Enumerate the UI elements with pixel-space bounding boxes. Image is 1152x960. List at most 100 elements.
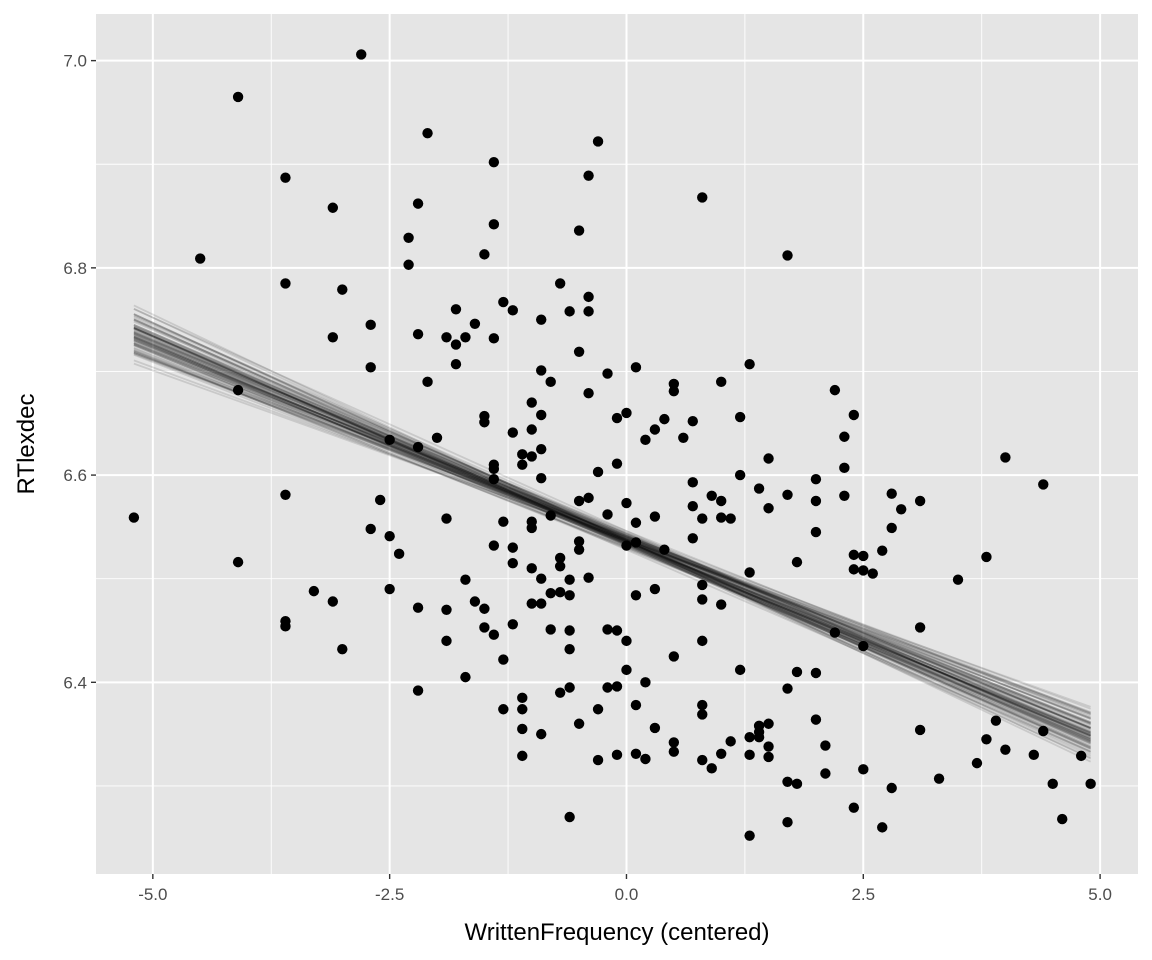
data-point xyxy=(602,682,613,693)
data-point xyxy=(858,640,869,652)
regression-line xyxy=(133,335,1091,730)
data-point xyxy=(886,522,897,534)
data-point xyxy=(564,811,575,823)
regression-line xyxy=(133,319,1092,755)
data-point xyxy=(573,346,585,357)
regression-line xyxy=(133,304,1092,763)
regression-line xyxy=(133,333,1091,729)
regression-line xyxy=(133,335,1091,736)
data-point xyxy=(621,664,632,676)
data-point xyxy=(725,736,736,747)
regression-line xyxy=(133,339,1091,724)
data-point xyxy=(782,776,793,787)
data-point xyxy=(479,410,490,422)
data-point xyxy=(498,296,509,308)
data-point xyxy=(914,622,926,633)
data-point xyxy=(573,225,585,236)
data-point xyxy=(280,278,291,289)
regression-line xyxy=(133,325,1092,753)
data-point xyxy=(356,49,367,60)
data-point xyxy=(1085,778,1096,790)
regression-line xyxy=(133,323,1092,749)
data-point xyxy=(763,718,774,729)
regression-line xyxy=(133,331,1091,740)
data-point xyxy=(716,748,727,760)
data-point xyxy=(602,368,613,379)
data-point xyxy=(422,127,433,139)
regression-line xyxy=(133,340,1091,732)
regression-line xyxy=(133,337,1091,744)
regression-line xyxy=(133,327,1091,742)
regression-line xyxy=(133,331,1091,734)
data-point xyxy=(678,432,689,443)
data-point xyxy=(1057,813,1068,825)
regression-line xyxy=(133,313,1092,751)
regression-line xyxy=(133,338,1091,725)
data-point xyxy=(488,219,500,230)
regression-line xyxy=(133,343,1091,735)
data-point xyxy=(791,778,803,790)
data-point xyxy=(337,284,348,295)
data-point xyxy=(725,513,736,524)
y-tick-label: 6.4 xyxy=(63,673,87,692)
data-point xyxy=(763,741,774,752)
data-point xyxy=(232,556,244,568)
data-point xyxy=(517,692,528,704)
data-point xyxy=(763,751,774,763)
y-tick-label: 6.6 xyxy=(63,466,87,485)
regression-line xyxy=(133,352,1091,716)
data-point xyxy=(526,424,537,435)
data-point xyxy=(621,407,632,419)
regression-line xyxy=(133,318,1092,748)
data-point xyxy=(734,469,746,481)
data-point xyxy=(232,91,244,103)
data-point xyxy=(488,333,500,344)
data-point xyxy=(583,492,594,504)
data-point xyxy=(716,495,727,507)
x-tick-label: 2.5 xyxy=(851,885,875,904)
data-point xyxy=(659,413,670,425)
data-point xyxy=(990,715,1002,726)
data-point xyxy=(517,449,528,460)
regression-line xyxy=(133,327,1091,748)
data-point xyxy=(630,362,642,373)
data-point xyxy=(611,749,623,761)
data-point xyxy=(621,540,632,551)
minor-gridlines xyxy=(96,14,1138,874)
data-point xyxy=(488,463,500,475)
data-point xyxy=(630,517,642,528)
data-point xyxy=(763,503,774,514)
x-tick-label: 5.0 xyxy=(1088,885,1112,904)
data-point xyxy=(1000,744,1011,755)
data-point xyxy=(536,409,547,421)
regression-line xyxy=(133,327,1091,729)
regression-line xyxy=(133,344,1091,723)
data-point xyxy=(697,594,708,605)
data-point xyxy=(536,573,547,584)
data-point xyxy=(914,495,926,507)
data-point xyxy=(517,704,528,715)
data-point xyxy=(716,599,727,610)
data-point xyxy=(536,728,547,740)
data-point xyxy=(564,625,575,636)
data-point xyxy=(782,250,793,261)
data-point xyxy=(687,416,698,427)
data-point xyxy=(488,156,500,168)
data-point xyxy=(1028,749,1040,761)
regression-line xyxy=(133,350,1091,734)
data-point xyxy=(280,172,291,183)
data-point xyxy=(782,816,793,828)
data-point xyxy=(744,830,755,841)
data-point xyxy=(782,683,793,694)
data-point xyxy=(498,654,509,665)
regression-line xyxy=(133,328,1091,743)
regression-line xyxy=(133,307,1092,760)
data-point xyxy=(611,412,623,424)
data-point xyxy=(839,431,850,442)
data-point xyxy=(810,474,822,485)
data-point xyxy=(611,458,623,469)
regression-line xyxy=(133,346,1091,715)
regression-line xyxy=(133,347,1091,727)
data-point xyxy=(412,441,424,453)
data-point xyxy=(517,750,528,762)
